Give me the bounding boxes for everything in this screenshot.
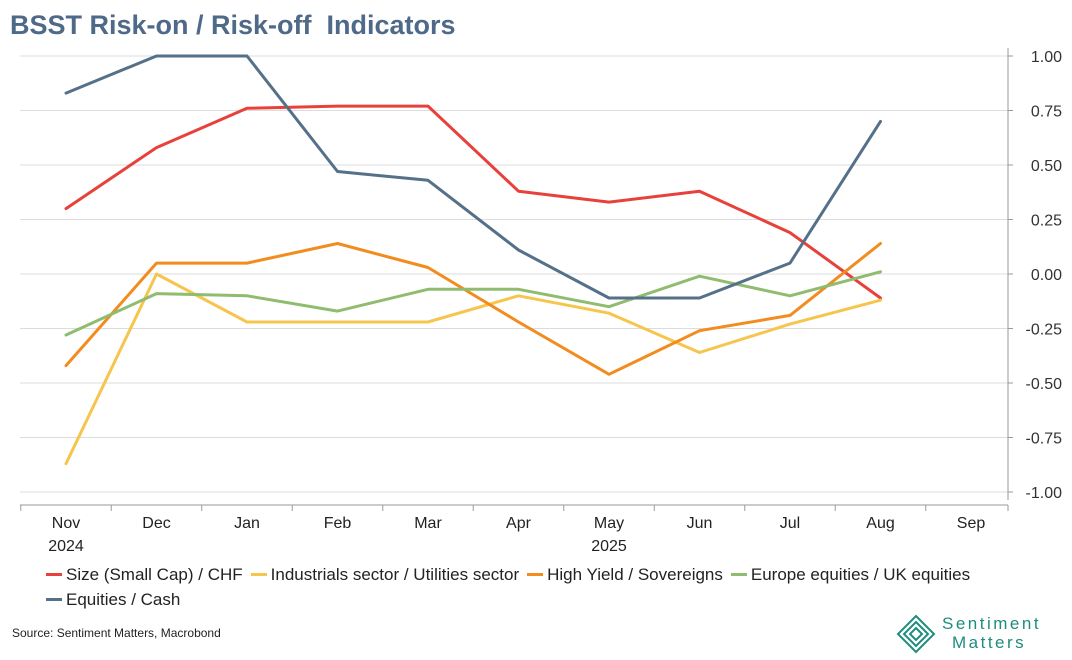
legend-label: Industrials sector / Utilities sector bbox=[270, 564, 520, 584]
series-line-high-yield-sovereigns bbox=[64, 242, 882, 376]
legend-swatch bbox=[250, 573, 267, 576]
line-chart: 1.00 0.75 0.50 0.25 0.00 -0.25 -0.50 -0.75 -1.00… bbox=[20, 48, 1062, 555]
x-tick-label: Jan bbox=[234, 515, 260, 532]
x-year-label: 2024 bbox=[48, 538, 84, 555]
x-tick-label: Feb bbox=[324, 515, 352, 532]
x-tick-label: May bbox=[594, 515, 624, 532]
x-tick-label: Jul bbox=[780, 515, 800, 532]
legend-row-1: Size (Small Cap) / CHF Industrials secto… bbox=[46, 562, 1046, 587]
legend: Size (Small Cap) / CHF Industrials secto… bbox=[46, 562, 1046, 612]
series-line-equities-cash bbox=[64, 54, 882, 300]
y-tick-label: -0.50 bbox=[1026, 376, 1063, 393]
legend-swatch bbox=[527, 573, 544, 576]
legend-label: Size (Small Cap) / CHF bbox=[66, 564, 243, 584]
legend-item-equities-cash: Equities / Cash bbox=[46, 590, 180, 610]
legend-item-size-chf: Size (Small Cap) / CHF bbox=[46, 565, 243, 585]
legend-item-high-yield-sovereigns: High Yield / Sovereigns bbox=[527, 565, 723, 585]
y-tick-label: -1.00 bbox=[1026, 485, 1063, 502]
x-tick-label: Dec bbox=[142, 515, 170, 532]
x-tick-label: Jun bbox=[687, 515, 713, 532]
y-tick-label: 0.50 bbox=[1031, 158, 1062, 175]
legend-item-industrials-utilities: Industrials sector / Utilities sector bbox=[250, 564, 520, 585]
x-tick-label: Sep bbox=[957, 515, 986, 532]
x-tick-label: Aug bbox=[866, 515, 894, 532]
diamond-logo-icon bbox=[896, 614, 936, 654]
chart-title: BSST Risk-on / Risk-off Indicators bbox=[10, 10, 456, 40]
series-line-size-small-cap-chf bbox=[64, 104, 882, 300]
legend-swatch bbox=[730, 573, 747, 576]
x-year-label: 2025 bbox=[591, 538, 627, 555]
axes: 1.00 0.75 0.50 0.25 0.00 -0.25 -0.50 -0.75 -1.00… bbox=[20, 48, 1062, 555]
series-lines bbox=[64, 54, 882, 466]
brand-line-2: Matters bbox=[952, 633, 1027, 652]
legend-label: High Yield / Sovereigns bbox=[547, 564, 723, 584]
legend-row-2: Equities / Cash bbox=[46, 587, 1046, 612]
x-tick-label: Mar bbox=[414, 515, 442, 532]
gridlines bbox=[20, 55, 1008, 493]
source-note: Source: Sentiment Matters, Macrobond bbox=[12, 626, 221, 640]
y-tick-label: 0.25 bbox=[1031, 213, 1062, 230]
x-tick-label: Nov bbox=[52, 515, 80, 532]
y-tick-label: 0.75 bbox=[1031, 104, 1062, 121]
legend-item-europe-uk: Europe equities / UK equities bbox=[730, 564, 971, 585]
y-tick-label: 1.00 bbox=[1031, 49, 1062, 66]
brand-logo: Sentiment Matters bbox=[896, 612, 1066, 654]
y-tick-label: -0.75 bbox=[1026, 431, 1063, 448]
legend-swatch bbox=[46, 598, 62, 601]
y-tick-label: 0.00 bbox=[1031, 267, 1062, 284]
series-line-industrials-sector-utilities-sector bbox=[64, 272, 882, 466]
brand-name: Sentiment Matters bbox=[942, 614, 1041, 652]
series-line-europe-equities-uk-equities bbox=[64, 270, 882, 337]
brand-line-1: Sentiment bbox=[942, 614, 1042, 633]
legend-label: Europe equities / UK equities bbox=[750, 564, 971, 584]
y-tick-label: -0.25 bbox=[1026, 322, 1063, 339]
legend-swatch bbox=[46, 573, 62, 576]
x-tick-label: Apr bbox=[506, 515, 532, 532]
legend-label: Equities / Cash bbox=[66, 589, 181, 609]
